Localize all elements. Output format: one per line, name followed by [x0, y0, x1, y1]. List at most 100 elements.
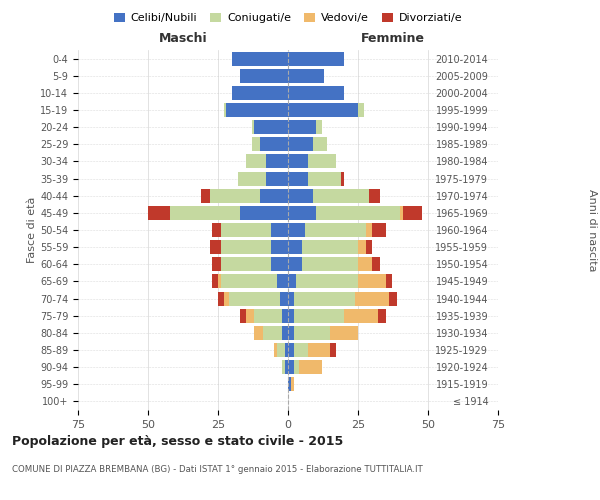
Bar: [277, 274, 288, 288]
Bar: [280, 292, 288, 306]
Bar: [288, 172, 308, 185]
Legend: Celibi/Nubili, Coniugati/e, Vedovi/e, Divorziati/e: Celibi/Nubili, Coniugati/e, Vedovi/e, Di…: [109, 8, 467, 28]
Bar: [288, 120, 316, 134]
Bar: [288, 378, 291, 392]
Bar: [209, 188, 260, 202]
Bar: [308, 172, 341, 185]
Text: Femmine: Femmine: [361, 32, 425, 45]
Bar: [221, 240, 271, 254]
Bar: [232, 86, 288, 100]
Bar: [201, 188, 209, 202]
Bar: [285, 360, 288, 374]
Bar: [148, 206, 170, 220]
Bar: [377, 308, 386, 322]
Bar: [389, 292, 397, 306]
Bar: [308, 154, 335, 168]
Bar: [221, 258, 271, 272]
Y-axis label: Fasce di età: Fasce di età: [27, 197, 37, 263]
Bar: [221, 223, 271, 237]
Bar: [283, 326, 288, 340]
Bar: [271, 223, 288, 237]
Bar: [305, 223, 367, 237]
Bar: [313, 138, 327, 151]
Bar: [288, 360, 293, 374]
Bar: [277, 343, 285, 357]
Bar: [246, 154, 266, 168]
Bar: [288, 292, 293, 306]
Bar: [313, 188, 369, 202]
Bar: [209, 240, 221, 254]
Bar: [288, 188, 313, 202]
Bar: [288, 154, 308, 168]
Bar: [224, 292, 229, 306]
Bar: [293, 343, 308, 357]
Bar: [170, 206, 241, 220]
Bar: [288, 240, 302, 254]
Bar: [263, 326, 283, 340]
Bar: [403, 206, 422, 220]
Bar: [367, 223, 372, 237]
Bar: [316, 206, 400, 220]
Bar: [372, 223, 386, 237]
Bar: [241, 206, 288, 220]
Bar: [266, 154, 288, 168]
Bar: [224, 103, 226, 117]
Bar: [283, 360, 285, 374]
Bar: [229, 292, 280, 306]
Bar: [308, 343, 330, 357]
Bar: [283, 308, 288, 322]
Bar: [293, 292, 355, 306]
Bar: [316, 120, 322, 134]
Bar: [226, 103, 288, 117]
Bar: [285, 343, 288, 357]
Bar: [221, 274, 277, 288]
Bar: [251, 120, 254, 134]
Bar: [293, 308, 344, 322]
Bar: [355, 292, 389, 306]
Bar: [238, 172, 266, 185]
Bar: [386, 274, 392, 288]
Bar: [232, 52, 288, 66]
Bar: [212, 258, 221, 272]
Bar: [288, 343, 293, 357]
Bar: [330, 343, 335, 357]
Bar: [288, 223, 305, 237]
Bar: [241, 308, 246, 322]
Bar: [251, 138, 260, 151]
Bar: [302, 240, 358, 254]
Bar: [254, 308, 283, 322]
Bar: [344, 308, 377, 322]
Bar: [254, 120, 288, 134]
Bar: [372, 258, 380, 272]
Bar: [299, 360, 322, 374]
Bar: [293, 326, 330, 340]
Text: Anni di nascita: Anni di nascita: [587, 188, 597, 271]
Bar: [246, 308, 254, 322]
Bar: [341, 172, 344, 185]
Bar: [218, 274, 221, 288]
Bar: [266, 172, 288, 185]
Bar: [296, 274, 358, 288]
Bar: [330, 326, 358, 340]
Bar: [271, 240, 288, 254]
Text: Popolazione per età, sesso e stato civile - 2015: Popolazione per età, sesso e stato civil…: [12, 435, 343, 448]
Bar: [288, 274, 296, 288]
Bar: [369, 188, 380, 202]
Bar: [212, 223, 221, 237]
Bar: [291, 378, 293, 392]
Bar: [367, 240, 372, 254]
Bar: [288, 326, 293, 340]
Bar: [400, 206, 403, 220]
Bar: [358, 103, 364, 117]
Text: COMUNE DI PIAZZA BREMBANA (BG) - Dati ISTAT 1° gennaio 2015 - Elaborazione TUTTI: COMUNE DI PIAZZA BREMBANA (BG) - Dati IS…: [12, 465, 423, 474]
Bar: [260, 138, 288, 151]
Bar: [288, 86, 344, 100]
Bar: [271, 258, 288, 272]
Bar: [302, 258, 358, 272]
Bar: [288, 68, 325, 82]
Bar: [288, 103, 358, 117]
Bar: [288, 308, 293, 322]
Text: Maschi: Maschi: [158, 32, 208, 45]
Bar: [288, 258, 302, 272]
Bar: [288, 52, 344, 66]
